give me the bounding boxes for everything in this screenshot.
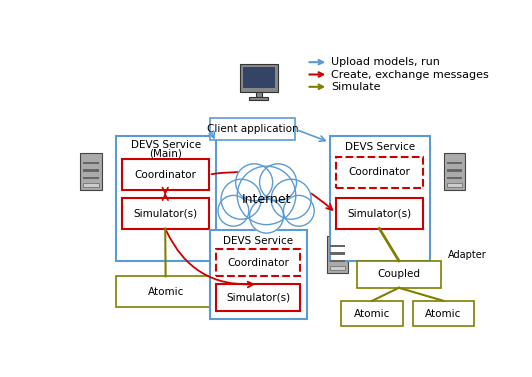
- Bar: [83, 183, 98, 187]
- Bar: [330, 136, 430, 261]
- Bar: [217, 284, 300, 311]
- Bar: [336, 198, 423, 228]
- Text: Atomic: Atomic: [354, 309, 390, 319]
- Bar: [83, 169, 98, 172]
- Text: Coupled: Coupled: [377, 269, 420, 279]
- Circle shape: [284, 195, 314, 226]
- Text: Adapter: Adapter: [447, 250, 486, 260]
- Text: (Main): (Main): [149, 148, 182, 158]
- Bar: [115, 276, 215, 307]
- Text: Simulator(s): Simulator(s): [347, 208, 411, 218]
- Bar: [240, 64, 278, 92]
- Text: DEVS Service: DEVS Service: [345, 142, 415, 152]
- Bar: [327, 236, 348, 273]
- Text: Coordinator: Coordinator: [348, 167, 410, 177]
- Circle shape: [237, 166, 296, 225]
- Bar: [122, 198, 209, 228]
- Text: Atomic: Atomic: [426, 309, 462, 319]
- Circle shape: [236, 164, 272, 201]
- Bar: [80, 153, 102, 190]
- Text: Coordinator: Coordinator: [227, 258, 289, 268]
- Circle shape: [250, 199, 284, 233]
- Bar: [217, 249, 300, 276]
- Bar: [250, 97, 268, 100]
- Text: Simulator(s): Simulator(s): [226, 293, 290, 302]
- Bar: [330, 245, 345, 247]
- Circle shape: [271, 179, 311, 219]
- Bar: [413, 301, 475, 326]
- Bar: [210, 118, 295, 140]
- Bar: [83, 161, 98, 164]
- Text: Upload models, run: Upload models, run: [331, 57, 440, 67]
- Bar: [336, 157, 423, 188]
- Text: Internet: Internet: [242, 193, 291, 206]
- Bar: [122, 159, 209, 190]
- Bar: [447, 177, 462, 179]
- Bar: [243, 67, 275, 88]
- Bar: [447, 169, 462, 172]
- Circle shape: [218, 195, 249, 226]
- Bar: [444, 153, 465, 190]
- Text: Atomic: Atomic: [147, 287, 184, 297]
- Text: Simulator(s): Simulator(s): [133, 208, 197, 218]
- Text: Simulate: Simulate: [331, 82, 381, 92]
- Circle shape: [260, 164, 296, 201]
- Text: DEVS Service: DEVS Service: [223, 236, 294, 246]
- Bar: [447, 161, 462, 164]
- Bar: [356, 261, 441, 288]
- Bar: [115, 136, 215, 261]
- Text: DEVS Service: DEVS Service: [130, 140, 201, 150]
- Text: Create, exchange messages: Create, exchange messages: [331, 69, 489, 80]
- Circle shape: [221, 179, 261, 219]
- Bar: [447, 183, 462, 187]
- Text: Coordinator: Coordinator: [134, 170, 196, 179]
- Bar: [210, 230, 306, 319]
- Text: Client application: Client application: [207, 124, 298, 134]
- Bar: [256, 92, 262, 97]
- Bar: [83, 177, 98, 179]
- Bar: [330, 266, 345, 270]
- Bar: [330, 252, 345, 255]
- Bar: [341, 301, 403, 326]
- Bar: [330, 260, 345, 262]
